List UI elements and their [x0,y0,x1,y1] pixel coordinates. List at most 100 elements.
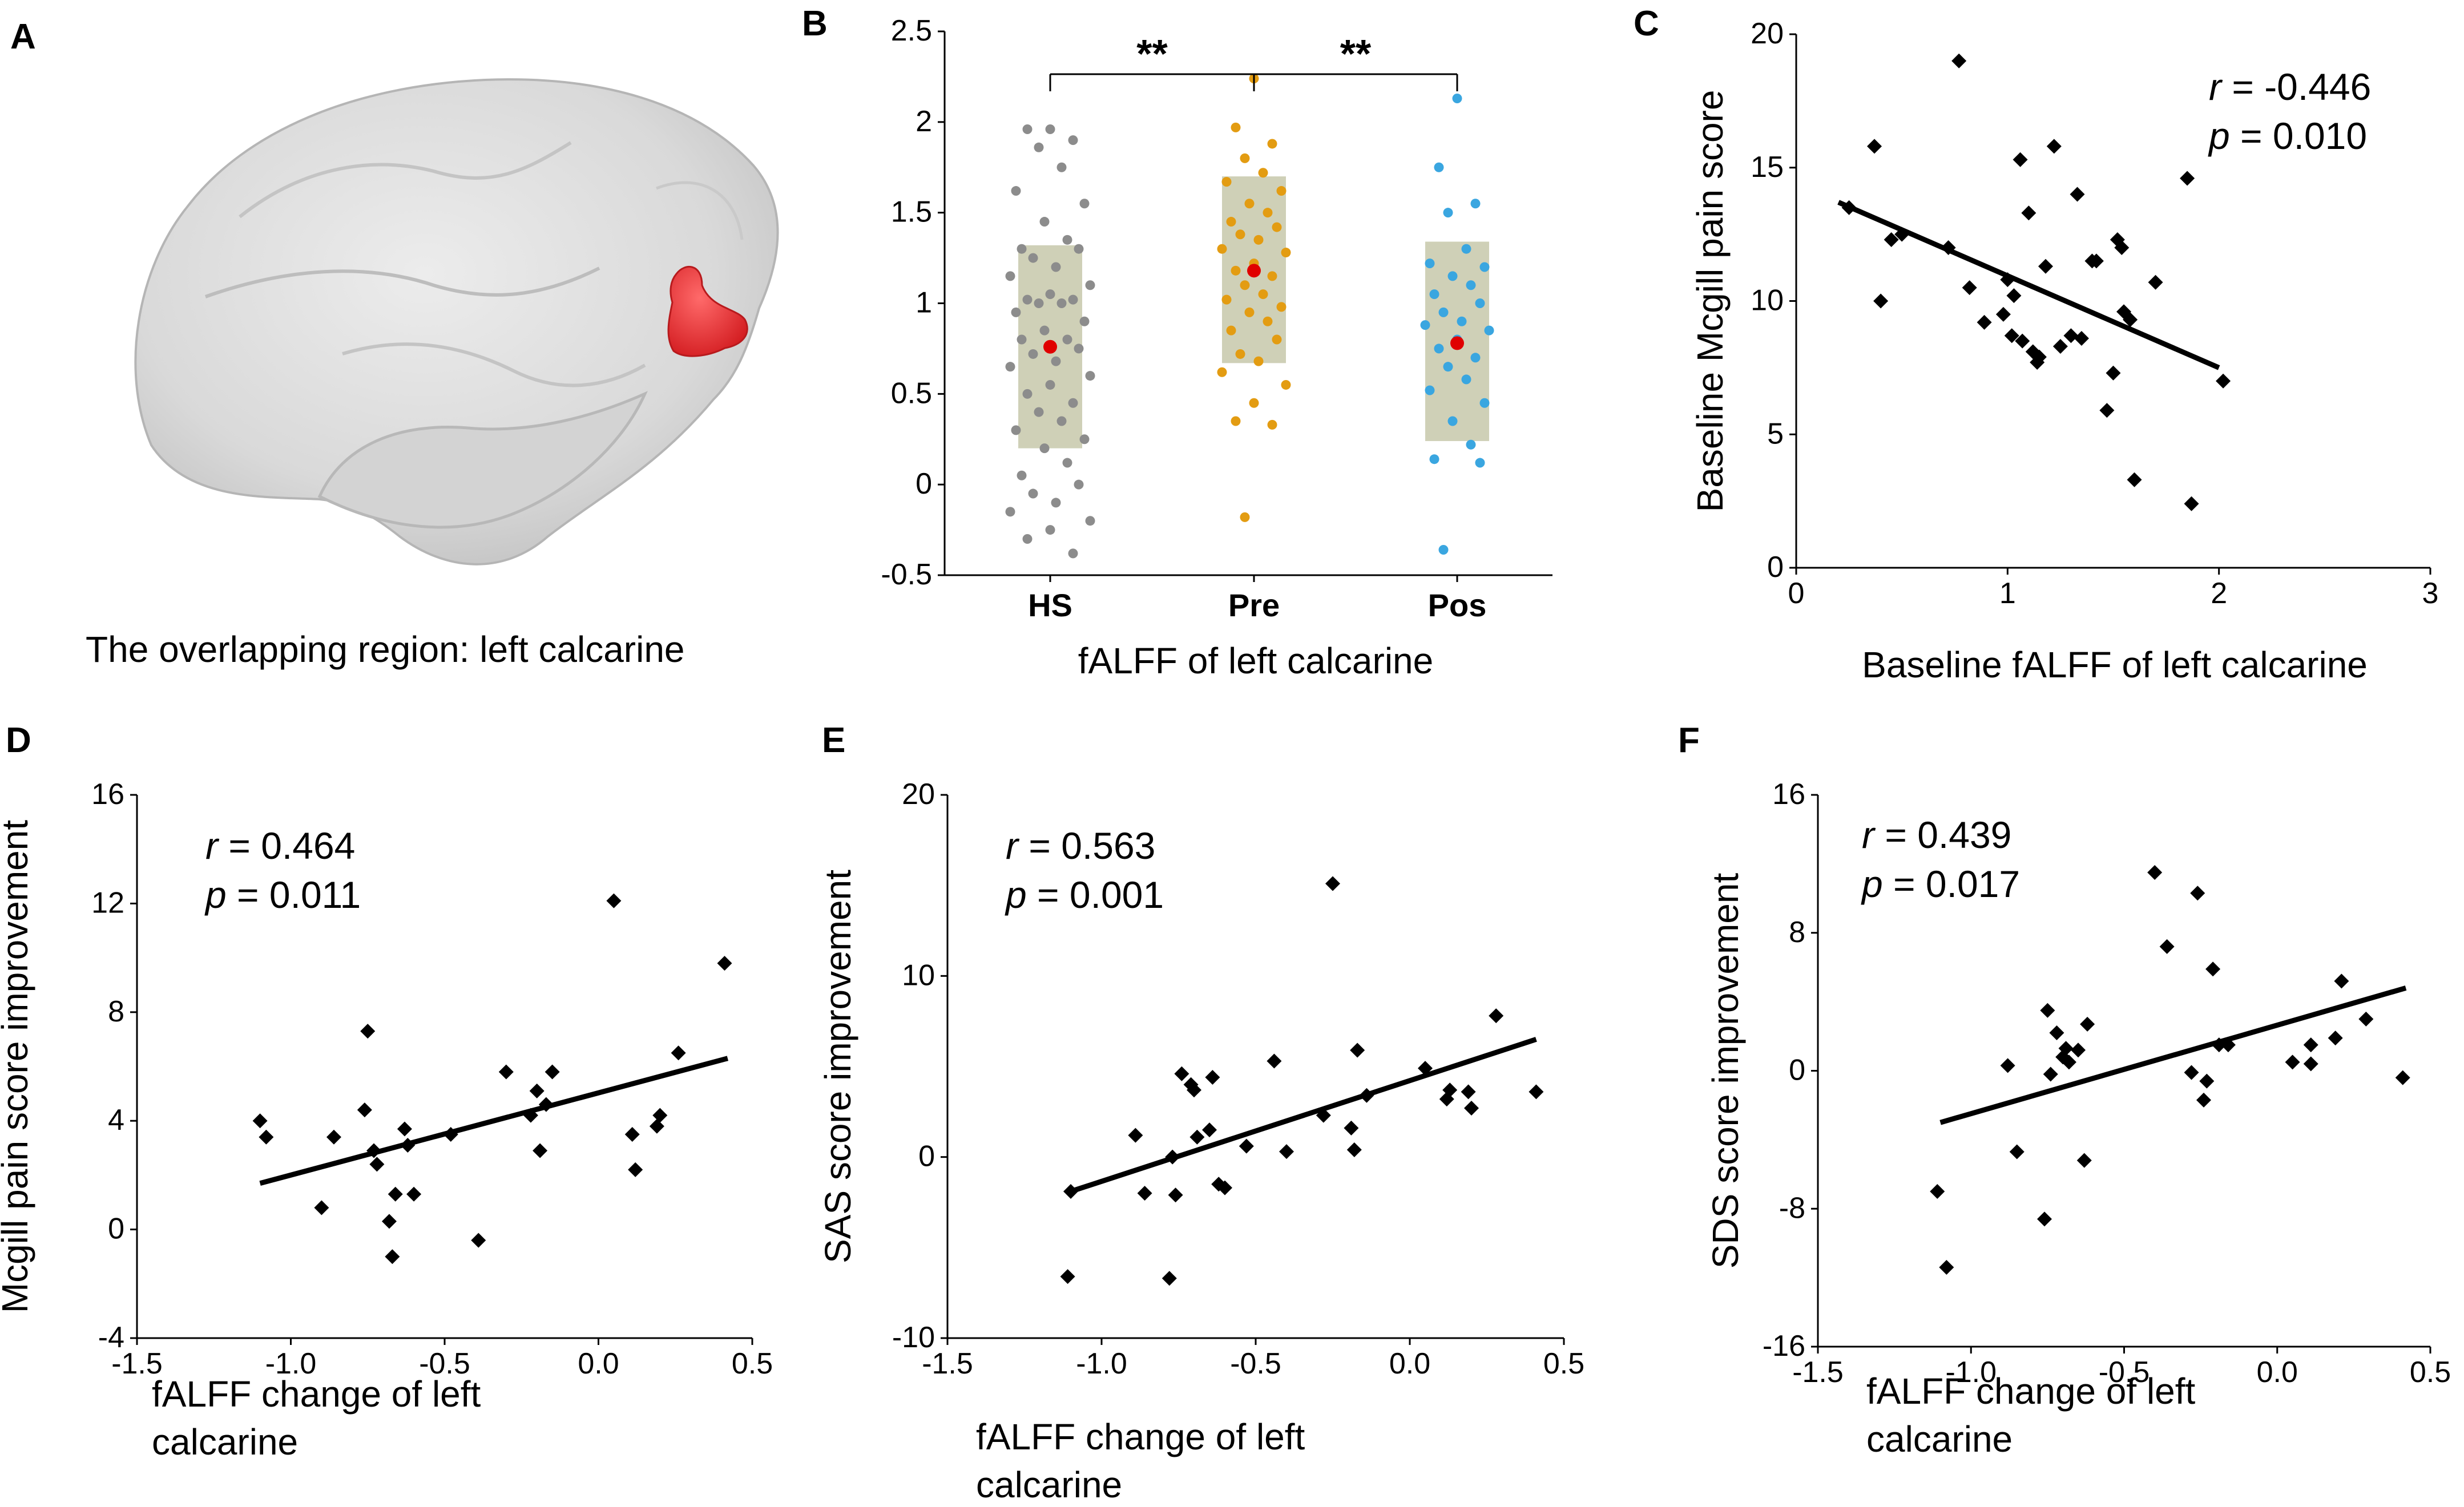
data-point [1267,419,1277,430]
x-axis-title-line2: calcarine [152,1421,298,1462]
data-point [1475,298,1485,308]
data-point [1221,177,1232,187]
data-point [1068,398,1078,408]
data-point [2106,365,2121,381]
stat-r-symbol: r [1006,825,1020,867]
data-point [1470,353,1481,363]
data-point [2199,1073,2215,1089]
y-tick-label: 4 [108,1104,124,1137]
data-point [1056,162,1067,172]
data-point [2088,253,2104,269]
chart-b-plot: -0.5 0 0.5 1 1.5 2 2.5 HS Pre Pos ** ** fALFF of lef… [881,14,1552,681]
data-point [366,1143,382,1158]
data-point [1011,186,1021,196]
data-point [1005,507,1015,517]
data-point [1168,1187,1183,1203]
data-point [1279,1144,1294,1159]
y-tick-label: 12 [91,886,124,919]
y-tick-label: -4 [98,1321,124,1354]
stat-p-value: = 0.010 [2230,115,2367,157]
chart-e-plot: -10 0 10 20 -1.5 -1.0 -0.5 0.0 0.5 r = 0.563 p = 0… [817,778,1584,1505]
mean-marker [1043,340,1057,354]
brain-sulcus [342,342,646,387]
x-category-label: Pos [1428,587,1487,623]
data-point [1267,271,1277,281]
brain-outline [134,78,779,565]
x-tick-label: 3 [2422,577,2439,610]
x-axis-title: fALFF of left calcarine [1078,640,1433,681]
stat-r-symbol: r [205,825,220,867]
data-point [1434,162,1444,172]
data-point [1202,1122,1217,1138]
data-point [1464,1100,1479,1116]
panel-a: A The overlapping region: left calcarine [10,17,779,670]
y-tick-label: 20 [1751,17,1784,50]
panel-a-caption: The overlapping region: left calcarine [86,629,685,670]
data-point [2063,328,2079,344]
data-point [1489,1008,1504,1024]
data-point [1867,139,1882,154]
data-point [1484,325,1494,336]
data-point [326,1129,341,1145]
x-axis-title-line1: fALFF change of left [152,1373,481,1415]
data-point [1017,244,1027,254]
brain-sulcus [656,181,744,240]
y-tick-label: 15 [1751,151,1784,184]
data-point [1205,1070,1220,1085]
x-category-label: Pre [1228,587,1280,623]
data-point [1941,240,1956,255]
data-point [1217,367,1227,377]
data-point [1074,344,1084,354]
y-tick-label: 0 [108,1213,124,1246]
x-tick-label: -1.0 [1076,1347,1127,1380]
data-point [1263,316,1273,326]
data-point [1028,253,1038,263]
data-point [1442,1082,1458,1098]
data-point [1039,443,1050,454]
y-tick-label: -0.5 [881,558,932,591]
y-tick-label: 1 [916,286,932,320]
x-tick-label: -0.5 [2099,1356,2150,1389]
brain-sulcus [204,266,600,298]
data-point [397,1121,412,1137]
panel-c: C 0 5 10 15 20 0 1 2 3 r = -0.446 p = 0.010 Baselin… [1634,4,2438,685]
data-point [1263,208,1273,218]
y-tick-label: 0 [1767,551,1784,584]
y-tick-label: 5 [1767,417,1784,450]
data-point [2211,1037,2227,1053]
data-point [1056,416,1067,426]
x-tick-label: -1.5 [1792,1356,1844,1389]
data-point [1062,235,1072,245]
data-point [1325,876,1340,891]
regression-line [1070,1037,1537,1194]
panel-letter-e: E [822,721,845,760]
x-tick-label: 0.0 [2257,1356,2298,1389]
panel-b: B -0.5 0 0.5 1 1.5 2 2.5 HS Pre Pos ** ** fALFF of l… [802,4,1552,681]
data-point [1267,1053,1282,1069]
data-point [443,1127,458,1142]
data-point [2216,373,2231,389]
data-point [1235,349,1245,359]
data-point [2058,1041,2074,1056]
data-point [2076,1153,2092,1168]
data-point [1063,1183,1078,1199]
data-point [1276,186,1287,196]
y-tick-label: 8 [1789,916,1805,949]
x-tick-label: 0.0 [578,1347,619,1380]
panel-d: D -4 0 4 8 12 16 -1.5 -1.0 -0.5 0.0 0.5 r = 0.464 p … [0,721,773,1462]
x-tick-label: -1.0 [1945,1356,1997,1389]
x-tick-label: -1.0 [265,1347,317,1380]
data-point [1231,122,1241,132]
x-axis-title-line1: fALFF change of left [976,1416,1305,1457]
data-point [523,1108,538,1123]
data-point [533,1143,548,1158]
data-point [2220,1037,2236,1053]
x-tick-label: -1.5 [922,1347,973,1380]
data-point [2037,1211,2052,1227]
stat-p-label: p = 0.010 [2208,115,2367,157]
x-tick-label: 0.0 [1389,1347,1430,1380]
data-point [1189,1129,1205,1145]
data-point [1045,525,1055,535]
data-point [1894,227,1910,242]
data-point [2196,1092,2211,1108]
